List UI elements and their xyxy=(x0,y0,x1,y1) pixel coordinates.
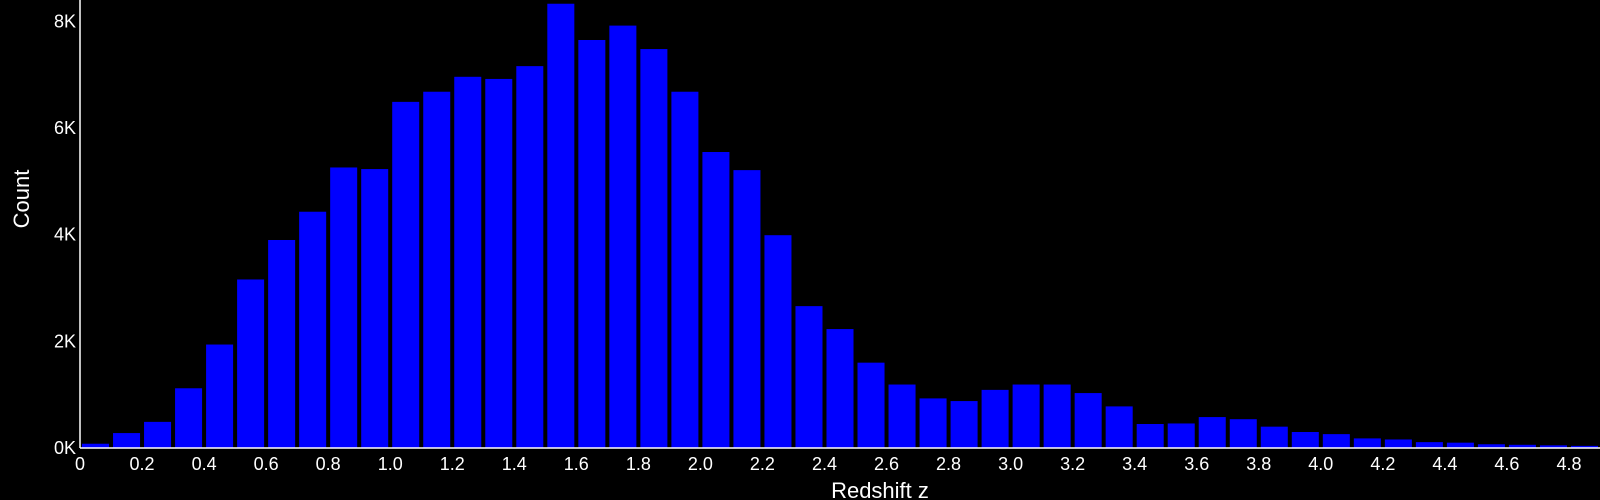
histogram-bar xyxy=(485,78,513,448)
histogram-bar xyxy=(826,329,854,448)
histogram-bar xyxy=(1570,445,1598,448)
histogram-bar xyxy=(733,170,761,448)
histogram-bar xyxy=(82,443,110,448)
x-tick-label: 4.4 xyxy=(1432,454,1457,474)
histogram-bar xyxy=(268,240,296,448)
histogram-bar xyxy=(206,344,234,448)
y-tick-labels: 0K 2K 4K 6K 8K xyxy=(54,11,76,458)
x-tick-label: 0.4 xyxy=(192,454,217,474)
x-tick-label: 0.2 xyxy=(130,454,155,474)
x-tick-label: 0.8 xyxy=(316,454,341,474)
x-tick-label: 3.8 xyxy=(1246,454,1271,474)
x-tick-label: 1.4 xyxy=(502,454,527,474)
x-tick-label: 1.2 xyxy=(440,454,465,474)
x-tick-label: 2.6 xyxy=(874,454,899,474)
y-tick-label: 8K xyxy=(54,11,76,31)
histogram-bar xyxy=(1105,406,1133,448)
x-tick-label: 3.2 xyxy=(1060,454,1085,474)
histogram-bar xyxy=(702,152,730,448)
histogram-bar xyxy=(1198,417,1226,448)
y-tick-label: 0K xyxy=(54,438,76,458)
histogram-bar xyxy=(1446,442,1474,448)
histogram-bar xyxy=(423,91,451,448)
histogram-bar xyxy=(671,91,699,448)
x-tick-label: 1.0 xyxy=(378,454,403,474)
histogram-bar xyxy=(237,279,265,448)
histogram-bar xyxy=(1136,424,1164,448)
histogram-bar xyxy=(1291,432,1319,448)
x-tick-label: 1.6 xyxy=(564,454,589,474)
bars-group xyxy=(82,3,1598,449)
x-tick-label: 1.8 xyxy=(626,454,651,474)
histogram-bar xyxy=(547,3,575,448)
x-tick-label: 4.6 xyxy=(1494,454,1519,474)
y-tick-label: 4K xyxy=(54,225,76,245)
histogram-bar xyxy=(1508,444,1536,448)
x-tick-label: 0 xyxy=(75,454,85,474)
x-tick-label: 2.4 xyxy=(812,454,837,474)
histogram-bar xyxy=(392,101,420,448)
x-tick-labels: 0 0.2 0.4 0.6 0.8 1.0 1.2 1.4 1.6 1.8 2.0 2.2 2.4 2.6… xyxy=(75,454,1582,474)
x-axis-title: Redshift z xyxy=(831,478,929,500)
histogram-bar xyxy=(609,25,637,448)
histogram-bar xyxy=(640,49,668,449)
histogram-bar xyxy=(330,167,358,448)
histogram-bar xyxy=(1322,434,1350,448)
histogram-bar xyxy=(795,306,823,448)
x-tick-label: 2.8 xyxy=(936,454,961,474)
histogram-bar xyxy=(299,211,327,448)
histogram-bar xyxy=(361,169,389,449)
histogram-bar xyxy=(1229,419,1257,448)
x-tick-label: 2.2 xyxy=(750,454,775,474)
x-tick-label: 3.4 xyxy=(1122,454,1147,474)
histogram-bar xyxy=(578,40,606,448)
histogram-bar xyxy=(1539,445,1567,448)
histogram-bar xyxy=(1384,439,1412,448)
x-tick-label: 2.0 xyxy=(688,454,713,474)
histogram-bar xyxy=(1074,393,1102,448)
histogram-bar xyxy=(857,362,885,448)
histogram-bar xyxy=(1167,423,1195,448)
y-tick-label: 2K xyxy=(54,331,76,351)
histogram-bar xyxy=(950,401,978,448)
x-tick-label: 3.6 xyxy=(1184,454,1209,474)
histogram-bar xyxy=(144,421,172,448)
x-tick-label: 4.2 xyxy=(1370,454,1395,474)
histogram-bar xyxy=(919,398,947,448)
histogram-bar xyxy=(113,433,141,448)
x-tick-label: 3.0 xyxy=(998,454,1023,474)
x-tick-label: 4.0 xyxy=(1308,454,1333,474)
histogram-bar xyxy=(175,388,203,448)
y-axis-title: Count xyxy=(9,170,34,229)
histogram-bar xyxy=(1012,384,1040,448)
x-tick-label: 0.6 xyxy=(254,454,279,474)
histogram-bar xyxy=(1477,444,1505,448)
histogram-bar xyxy=(1415,442,1443,448)
histogram-bar xyxy=(1353,438,1381,448)
histogram-bar xyxy=(454,76,482,449)
histogram-bar xyxy=(1043,384,1071,448)
histogram-bar xyxy=(764,235,792,448)
histogram-bar xyxy=(1260,426,1288,448)
x-tick-label: 4.8 xyxy=(1556,454,1581,474)
y-tick-label: 6K xyxy=(54,118,76,138)
histogram-bar xyxy=(981,389,1009,448)
histogram-bar xyxy=(888,384,916,448)
histogram-bar xyxy=(516,66,544,448)
